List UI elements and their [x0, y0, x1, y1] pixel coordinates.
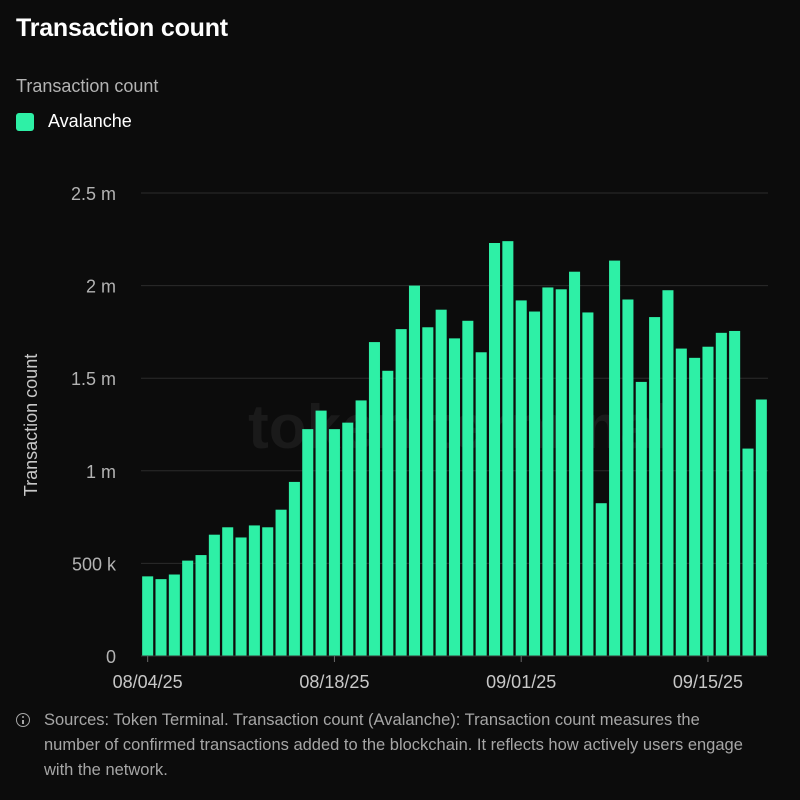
bar	[328, 429, 340, 656]
bar	[182, 560, 194, 656]
x-tick-label: 08/04/25	[113, 672, 183, 692]
x-tick-label: 08/18/25	[299, 672, 369, 692]
bar	[208, 534, 220, 656]
bar	[609, 260, 621, 656]
bar	[435, 309, 447, 656]
bar	[689, 357, 701, 656]
bar	[742, 448, 754, 656]
bar	[235, 537, 247, 656]
bar	[195, 555, 207, 656]
bar	[595, 503, 607, 656]
bar	[315, 410, 327, 656]
bar	[395, 329, 407, 656]
bar	[662, 290, 674, 656]
y-tick-label: 0	[106, 647, 116, 667]
bar	[168, 574, 180, 656]
bar	[502, 241, 514, 656]
bar	[675, 348, 687, 656]
bar	[622, 299, 634, 656]
bar	[155, 579, 167, 656]
bar	[569, 271, 581, 656]
y-tick-label: 1.5 m	[71, 369, 116, 389]
y-tick-label: 500 k	[72, 554, 117, 574]
y-tick-label: 1 m	[86, 462, 116, 482]
bar	[755, 399, 767, 656]
bar	[635, 381, 647, 656]
legend[interactable]: Avalanche	[16, 111, 132, 132]
bar	[222, 527, 234, 656]
bar	[355, 400, 367, 656]
bar	[142, 576, 154, 656]
legend-swatch	[16, 112, 34, 131]
y-tick-label: 2.5 m	[71, 184, 116, 204]
x-tick-label: 09/15/25	[673, 672, 743, 692]
bar	[448, 338, 461, 656]
bar	[475, 352, 487, 656]
bar	[515, 300, 527, 656]
bar	[262, 527, 274, 656]
bar	[462, 320, 474, 656]
legend-label-avalanche: Avalanche	[48, 111, 132, 131]
bar	[542, 287, 554, 656]
chart-subtitle: Transaction count	[16, 76, 159, 96]
bar	[382, 370, 394, 656]
chart-title: Transaction count	[16, 14, 228, 42]
bar	[529, 311, 541, 656]
bar	[422, 327, 434, 656]
bar	[248, 525, 260, 656]
bar	[288, 481, 300, 656]
bar	[342, 422, 354, 656]
bar	[555, 289, 567, 656]
bar	[302, 429, 314, 656]
info-icon	[16, 713, 30, 727]
source-text: Sources: Token Terminal. Transaction cou…	[44, 711, 743, 779]
source-note: Sources: Token Terminal. Transaction cou…	[16, 708, 756, 783]
y-tick-label: 2 m	[86, 277, 116, 297]
bar-chart: token terminal0500 k1 m1.5 m2 m2.5 m08/0…	[21, 184, 768, 692]
y-axis-label: Transaction count	[21, 354, 41, 496]
bar	[702, 346, 714, 656]
bar	[649, 317, 661, 656]
x-tick-label: 09/01/25	[486, 672, 556, 692]
bar	[582, 312, 594, 656]
bar	[275, 509, 287, 656]
bar	[489, 243, 501, 656]
bar	[368, 342, 380, 656]
bar	[715, 332, 727, 656]
bar	[729, 330, 741, 656]
bar	[408, 285, 420, 656]
